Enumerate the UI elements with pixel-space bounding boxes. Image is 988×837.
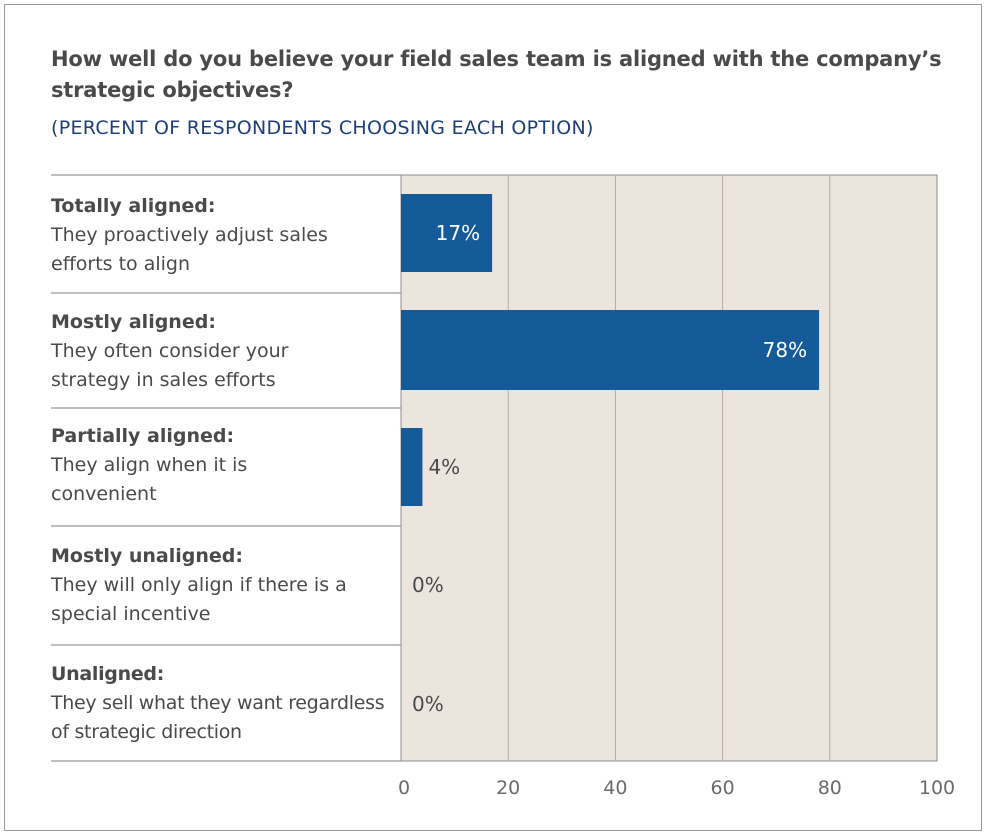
data-label: 4% [428, 455, 460, 479]
category-label-mostly-aligned: Mostly aligned: They often consider your… [51, 308, 341, 395]
category-label-totally-aligned: Totally aligned: They proactively adjust… [51, 192, 351, 279]
category-heading: Partially aligned: [51, 425, 235, 447]
chart-title: How well do you believe your field sales… [51, 47, 942, 102]
x-tick-label: 100 [919, 777, 955, 799]
category-label-mostly-unaligned: Mostly unaligned: They will only align i… [51, 542, 361, 629]
category-description: They will only align if there is a speci… [51, 574, 347, 625]
plot-area [400, 174, 938, 762]
bar [401, 428, 423, 506]
category-description: They often consider your strategy in sal… [51, 340, 289, 391]
data-label: 0% [412, 692, 444, 716]
category-description: They proactively adjust sales efforts to… [51, 224, 328, 275]
x-tick-label: 20 [496, 777, 520, 799]
chart-subtitle: (PERCENT OF RESPONDENTS CHOOSING EACH OP… [51, 117, 594, 139]
x-tick-label: 40 [603, 777, 627, 799]
data-label: 78% [763, 338, 807, 362]
data-label: 0% [412, 573, 444, 597]
x-tick-label: 80 [818, 777, 842, 799]
category-heading: Totally aligned: [51, 195, 216, 217]
category-description: They align when it is convenient [51, 454, 248, 505]
bar [401, 194, 493, 272]
category-label-partially-aligned: Partially aligned: They align when it is… [51, 422, 291, 509]
category-heading: Unaligned: [51, 663, 165, 685]
category-label-unaligned: Unaligned: They sell what they want rega… [51, 660, 401, 747]
category-description: They sell what they want regardless of s… [51, 692, 385, 743]
category-heading: Mostly aligned: [51, 311, 216, 333]
x-tick-label: 0 [398, 777, 410, 799]
category-heading: Mostly unaligned: [51, 545, 243, 567]
bar [401, 310, 820, 390]
x-tick-label: 60 [711, 777, 735, 799]
data-label: 17% [436, 221, 480, 245]
